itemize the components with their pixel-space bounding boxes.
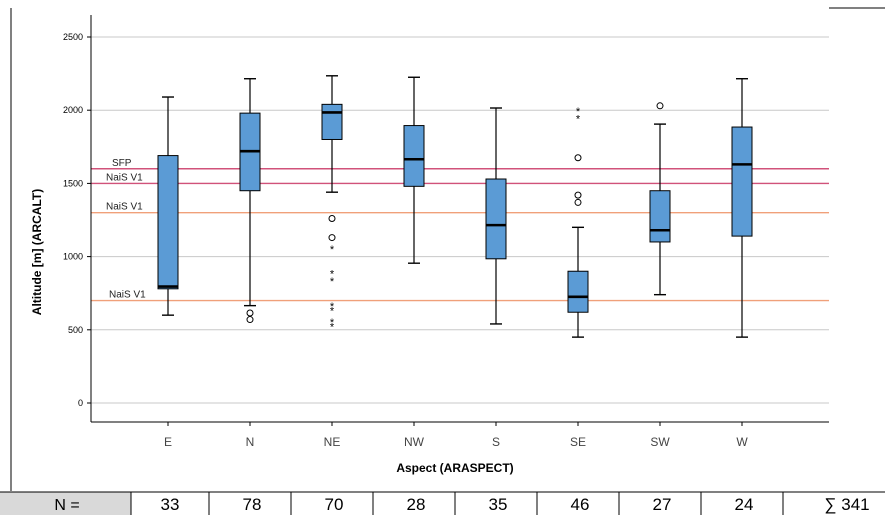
outlier-ne-1 xyxy=(328,215,336,223)
count-cell-se: 46 xyxy=(571,495,590,514)
box-group-sw xyxy=(649,102,671,296)
reference-lines-layer: SFP NaiS V1 NaiS V1 NaiS V1 xyxy=(91,158,829,302)
count-cell-s: 35 xyxy=(489,495,508,514)
box-sw xyxy=(649,190,671,243)
outlier-n-2 xyxy=(246,316,254,324)
box-group-se: ** xyxy=(567,106,589,338)
count-cell-w: 24 xyxy=(735,495,754,514)
outlier-se-3 xyxy=(574,198,582,206)
x-tick-label-ne: NE xyxy=(324,435,341,449)
box-group-nw xyxy=(403,76,425,264)
counts-table-header-cell xyxy=(0,492,131,515)
box-group-w xyxy=(731,78,753,338)
count-cell-n: 78 xyxy=(243,495,262,514)
extreme-ne-7: * xyxy=(330,321,335,333)
y-tick-label-1500: 1500 xyxy=(63,178,83,188)
x-axis-label: Aspect (ARASPECT) xyxy=(396,461,513,475)
count-cell-e: 33 xyxy=(161,495,180,514)
count-cell-nw: 28 xyxy=(407,495,426,514)
x-tick-label-s: S xyxy=(492,435,500,449)
axes-layer: 0 500 1000 1500 2000 2500 E N NE NW S SE SW W xyxy=(63,15,829,449)
x-tick-label-w: W xyxy=(736,435,748,449)
count-cell-ne: 70 xyxy=(325,495,344,514)
x-tick-label-e: E xyxy=(164,435,172,449)
extreme-ne-1: * xyxy=(330,244,335,256)
reference-line-label-3: NaiS V1 xyxy=(106,202,143,213)
y-tick-label-2500: 2500 xyxy=(63,32,83,42)
box-ne xyxy=(321,103,343,140)
count-total-cell: ∑ 341 xyxy=(824,495,869,514)
boxes-layer: ********* xyxy=(157,75,753,338)
x-tick-label-sw: SW xyxy=(650,435,670,449)
box-group-n xyxy=(239,78,261,324)
box-e xyxy=(157,155,179,290)
box-nw xyxy=(403,125,425,187)
extreme-ne-4: * xyxy=(330,301,335,313)
reference-line-label-1: SFP xyxy=(112,158,132,169)
outlier-n-1 xyxy=(246,309,254,317)
box-w xyxy=(731,126,753,237)
outlier-se-2 xyxy=(574,191,582,199)
extreme-ne-2: * xyxy=(330,269,335,281)
box-group-e xyxy=(157,96,179,316)
box-se xyxy=(567,270,589,313)
reference-line-label-4: NaiS V1 xyxy=(109,290,146,301)
counts-table: N = 33 78 70 28 35 46 27 24 ∑ 341 xyxy=(0,491,885,515)
y-axis-label: Altitude [m] (ARCALT) xyxy=(30,189,44,315)
box-group-ne: ******* xyxy=(321,75,343,333)
x-tick-label-se: SE xyxy=(570,435,586,449)
count-cell-sw: 27 xyxy=(653,495,672,514)
box-group-s xyxy=(485,107,507,325)
extreme-ne-3: * xyxy=(330,276,335,288)
outlier-sw-1 xyxy=(656,102,664,110)
y-tick-label-500: 500 xyxy=(68,325,83,335)
y-tick-label-0: 0 xyxy=(78,398,83,408)
box-s xyxy=(485,178,507,260)
extreme-se-1: * xyxy=(576,106,581,118)
extreme-ne-5: * xyxy=(330,305,335,317)
y-tick-label-1000: 1000 xyxy=(63,252,83,262)
extreme-ne-6: * xyxy=(330,317,335,329)
outlier-ne-2 xyxy=(328,234,336,242)
outlier-se-1 xyxy=(574,154,582,162)
extreme-se-2: * xyxy=(576,114,581,126)
x-tick-label-nw: NW xyxy=(404,435,425,449)
x-tick-label-n: N xyxy=(246,435,255,449)
reference-line-label-2: NaiS V1 xyxy=(106,172,143,183)
y-tick-label-2000: 2000 xyxy=(63,105,83,115)
counts-table-header: N = xyxy=(54,497,79,514)
